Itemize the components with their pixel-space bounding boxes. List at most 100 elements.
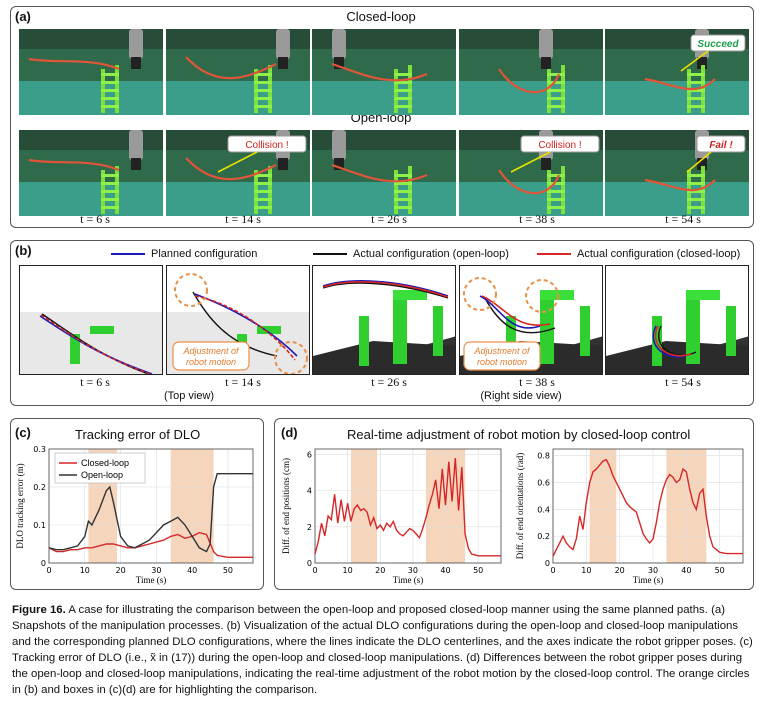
snapshot-drawing [459,29,603,115]
y-tick-label: 0.6 [537,479,550,488]
dlo-rope [498,68,561,94]
time-label: t = 38 s [519,212,555,226]
obstacle [359,316,369,366]
robot-arm [332,29,346,59]
obstacle-rung [547,206,565,209]
x-axis-label: Time (s) [393,575,423,585]
obstacle-rung [394,206,412,209]
obstacle-rung [394,81,412,84]
dlo-rope [498,169,561,195]
obstacle-rung [254,81,272,84]
obstacle-rung [254,198,272,201]
robot-arm [332,130,346,160]
snapshot-image: Succeed [605,29,749,115]
obstacle [686,294,700,364]
chart-legend: Closed-loop Open-loop [54,452,146,484]
snapshot-drawing [166,29,310,115]
dlo-rope [644,77,716,91]
dlo-rope [28,158,120,172]
plot-frame [314,448,502,564]
floor [312,182,456,216]
wall [312,130,456,150]
snapshot-drawing [312,29,456,115]
chart-title: Tracking error of DLO [75,427,201,442]
obstacle-rung [687,206,705,209]
obstacle-rung [547,182,565,185]
y-tick-label: 0.2 [537,532,550,541]
x-tick-label: 10 [80,566,90,575]
obstacle-rung [547,73,565,76]
configuration-view: Adjustment of robot motion [459,265,603,375]
panel-b: (b) Planned configuration Actual configu… [10,240,754,406]
view-drawing [313,280,455,374]
robot-gripper [131,57,141,69]
x-axis-label: Time (s) [136,575,166,585]
status-badge-text: Succeed [697,39,739,50]
obstacle [393,294,407,364]
robot-gripper [334,57,344,69]
obstacle-rung [101,105,119,108]
time-label: t = 26 s [371,375,407,389]
robot-gripper [131,158,141,170]
x-tick-label: 40 [187,566,197,575]
y-tick-label: 0 [307,559,312,568]
snapshot-drawing: Collision ! [166,130,310,216]
obstacle [393,290,427,300]
robot-gripper [278,158,288,170]
annotation-box [463,341,541,371]
floor [459,81,603,115]
panel-b-label: (b) [15,243,32,258]
x-axis-label: Time (s) [633,575,663,585]
panel-d-label: (d) [281,425,298,440]
obstacle-rung [687,105,705,108]
obstacle-rung [547,81,565,84]
annotation-box [172,341,250,371]
open-loop-curve [322,282,449,299]
status-badge [690,34,746,52]
top-view-label: (Top view) [163,390,215,402]
snapshot-image [312,29,456,115]
wall [19,130,163,150]
x-tick-label: 20 [115,566,125,575]
obstacle-rung [394,105,412,108]
robot-arm [276,29,290,59]
obstacle-rung [687,81,705,84]
y-tick-label: 0.2 [33,483,46,492]
legend-text: Closed-loop [81,458,129,468]
closed-loop-curve [322,281,449,298]
obstacle-rung [101,73,119,76]
time-label: t = 54 s [665,375,701,389]
view-drawing [606,290,748,374]
obstacle [686,290,720,300]
obstacle-rung [547,89,565,92]
status-badge [520,135,600,153]
snapshot-image: Collision ! [459,130,603,216]
y-tick-label: 2 [307,523,312,532]
panel-c-label: (c) [15,425,31,440]
obstacle-rung [101,190,119,193]
panel-c: (c) Tracking error of DLO 0 10 20 30 40 50 0 0.… [10,418,264,590]
table-surface [20,312,162,374]
legend-swatch [111,253,145,256]
dlo-rope [644,178,716,192]
badge-arrow [686,151,712,173]
wall [312,29,456,49]
obstacle-rung [687,198,705,201]
panel-a-label: (a) [15,9,31,24]
plot-frame [48,448,254,564]
dlo-rope [185,157,277,181]
obstacle-rung [687,73,705,76]
robot-gripper [334,158,344,170]
closed-loop-curve [40,314,153,374]
series-line [552,458,743,557]
tracking-error-chart: 0 10 20 30 40 50 0 0.1 0.2 0.3 Time (s) DLO trackin… [15,445,254,585]
status-badge [696,135,746,153]
highlight-circle [274,341,308,374]
obstacle [70,334,80,364]
x-tick-label: 20 [615,566,625,575]
snapshot-drawing [19,130,163,216]
robot-arm [129,29,143,59]
status-badge [227,135,307,153]
x-tick-label: 20 [375,566,385,575]
obstacle [90,326,114,334]
